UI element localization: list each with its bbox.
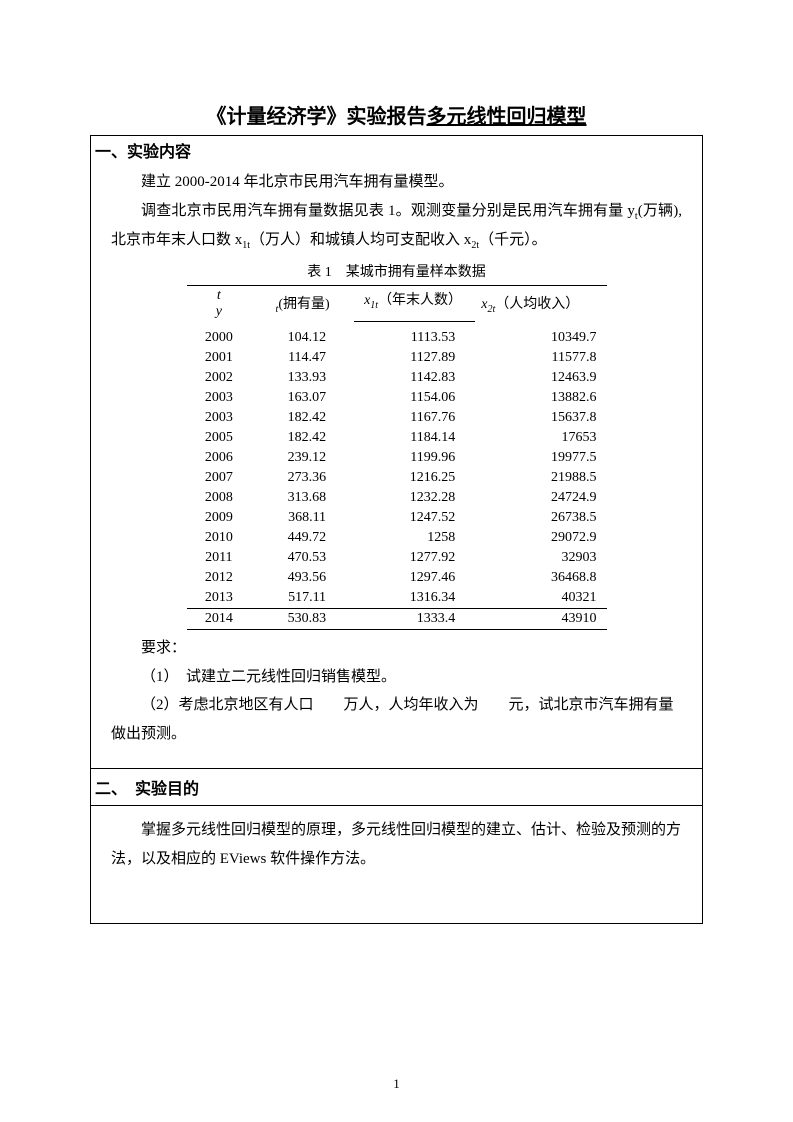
cell-x1: 1277.92 (354, 548, 475, 568)
cell-x2: 40321 (475, 588, 606, 609)
table-row: 2011470.531277.9232903 (187, 548, 607, 568)
cell-t: 2006 (187, 448, 252, 468)
table-row: 2010449.72125829072.9 (187, 528, 607, 548)
content-box: 一、实验内容 建立 2000-2014 年北京市民用汽车拥有量模型。 调查北京市… (90, 135, 703, 924)
cell-x2: 32903 (475, 548, 606, 568)
cell-y: 493.56 (251, 568, 354, 588)
cell-y: 104.12 (251, 322, 354, 349)
cell-x1: 1113.53 (354, 322, 475, 349)
cell-t: 2007 (187, 468, 252, 488)
table-row: 2006239.121199.9619977.5 (187, 448, 607, 468)
cell-x1: 1167.76 (354, 408, 475, 428)
table-row: 2001114.471127.8911577.8 (187, 348, 607, 368)
cell-x2: 29072.9 (475, 528, 606, 548)
req-label: 要求： (111, 634, 682, 663)
cell-t: 2003 (187, 388, 252, 408)
cell-x2: 10349.7 (475, 322, 606, 349)
col-y-label: (拥有量) (278, 297, 329, 312)
cell-x2: 17653 (475, 428, 606, 448)
cell-x2: 13882.6 (475, 388, 606, 408)
cell-y: 449.72 (251, 528, 354, 548)
cell-y: 133.93 (251, 368, 354, 388)
table-row: 2012493.561297.4636468.8 (187, 568, 607, 588)
table-row: 2005182.421184.1417653 (187, 428, 607, 448)
section-1-header: 一、实验内容 (91, 136, 702, 164)
table-body: 2000104.121113.5310349.72001114.471127.8… (187, 322, 607, 630)
cell-x1: 1247.52 (354, 508, 475, 528)
cell-t: 2011 (187, 548, 252, 568)
table-row: 2003182.421167.7615637.8 (187, 408, 607, 428)
cell-x1: 1216.25 (354, 468, 475, 488)
data-table: t y t(拥有量) x1t（年末人数） x2t（人均收入） 2000104.1… (187, 285, 607, 631)
cell-y: 530.83 (251, 609, 354, 630)
cell-t: 2000 (187, 322, 252, 349)
cell-y: 182.42 (251, 408, 354, 428)
cell-x1: 1316.34 (354, 588, 475, 609)
col-t-label: t (217, 288, 221, 303)
cell-x1: 1127.89 (354, 348, 475, 368)
cell-x2: 21988.5 (475, 468, 606, 488)
cell-x1: 1258 (354, 528, 475, 548)
cell-y: 114.47 (251, 348, 354, 368)
cell-x1: 1154.06 (354, 388, 475, 408)
col-x2-label: （人均收入） (495, 297, 579, 312)
cell-x2: 43910 (475, 609, 606, 630)
cell-x2: 19977.5 (475, 448, 606, 468)
table-row: 2013517.111316.3440321 (187, 588, 607, 609)
requirements: 要求： （1） 试建立二元线性回归销售模型。 （2）考虑北京地区有人口 万人，人… (91, 630, 702, 768)
cell-t: 2005 (187, 428, 252, 448)
cell-x2: 24724.9 (475, 488, 606, 508)
cell-t: 2003 (187, 408, 252, 428)
table-caption: 表 1 某城市拥有量样本数据 (91, 261, 702, 281)
col-x1-label: （年末人数） (378, 293, 462, 308)
cell-t: 2009 (187, 508, 252, 528)
cell-t: 2001 (187, 348, 252, 368)
title-prefix: 《计量经济学》实验报告 (207, 106, 427, 128)
intro-line-1: 建立 2000-2014 年北京市民用汽车拥有量模型。 (111, 168, 682, 197)
title-underlined: 多元线性回归模型 (427, 106, 587, 128)
cell-t: 2010 (187, 528, 252, 548)
cell-y: 239.12 (251, 448, 354, 468)
table-row: 2000104.121113.5310349.7 (187, 322, 607, 349)
cell-y: 517.11 (251, 588, 354, 609)
table-row: 2007273.361216.2521988.5 (187, 468, 607, 488)
section-1-body: 建立 2000-2014 年北京市民用汽车拥有量模型。 调查北京市民用汽车拥有量… (91, 164, 702, 259)
cell-t: 2002 (187, 368, 252, 388)
table-row: 2014530.831333.443910 (187, 609, 607, 630)
section-2-header: 二、 实验目的 (91, 769, 702, 805)
cell-y: 470.53 (251, 548, 354, 568)
table-row: 2003163.071154.0613882.6 (187, 388, 607, 408)
table-row: 2009368.111247.5226738.5 (187, 508, 607, 528)
cell-x1: 1333.4 (354, 609, 475, 630)
req-1: （1） 试建立二元线性回归销售模型。 (111, 663, 682, 692)
table-row: 2008313.681232.2824724.9 (187, 488, 607, 508)
page-title: 《计量经济学》实验报告多元线性回归模型 (90, 100, 703, 129)
cell-y: 163.07 (251, 388, 354, 408)
cell-y: 273.36 (251, 468, 354, 488)
cell-x2: 36468.8 (475, 568, 606, 588)
page: 《计量经济学》实验报告多元线性回归模型 一、实验内容 建立 2000-2014 … (0, 0, 793, 1122)
cell-x2: 26738.5 (475, 508, 606, 528)
req-2: （2）考虑北京地区有人口 万人，人均年收入为 元，试北京市汽车拥有量做出预测。 (111, 691, 682, 748)
cell-t: 2013 (187, 588, 252, 609)
cell-t: 2014 (187, 609, 252, 630)
col-t-label-2: y (216, 304, 222, 319)
page-number: 1 (0, 1076, 793, 1092)
cell-x1: 1297.46 (354, 568, 475, 588)
cell-t: 2008 (187, 488, 252, 508)
cell-x2: 15637.8 (475, 408, 606, 428)
cell-x2: 11577.8 (475, 348, 606, 368)
section-2-body: 掌握多元线性回归模型的原理，多元线性回归模型的建立、估计、检验及预测的方法，以及… (91, 806, 702, 923)
cell-x2: 12463.9 (475, 368, 606, 388)
cell-x1: 1184.14 (354, 428, 475, 448)
cell-x1: 1232.28 (354, 488, 475, 508)
cell-x1: 1199.96 (354, 448, 475, 468)
cell-x1: 1142.83 (354, 368, 475, 388)
cell-y: 368.11 (251, 508, 354, 528)
cell-y: 313.68 (251, 488, 354, 508)
cell-t: 2012 (187, 568, 252, 588)
cell-y: 182.42 (251, 428, 354, 448)
intro-line-2: 调查北京市民用汽车拥有量数据见表 1。观测变量分别是民用汽车拥有量 yt(万辆)… (111, 197, 682, 255)
table-row: 2002133.931142.8312463.9 (187, 368, 607, 388)
